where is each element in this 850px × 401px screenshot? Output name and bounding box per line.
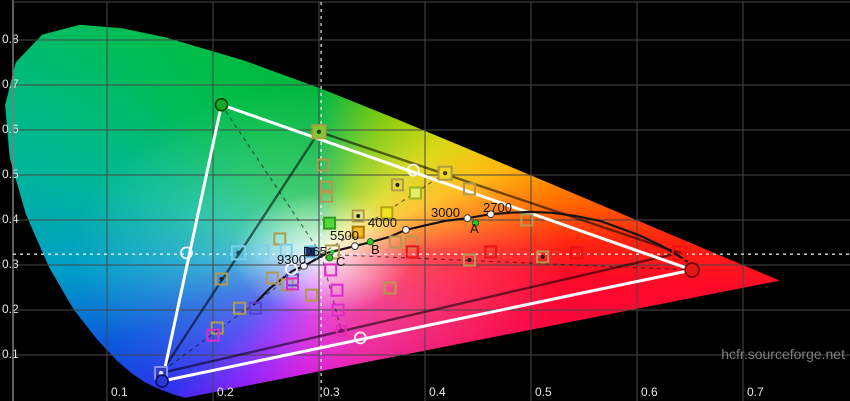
measurement-square bbox=[319, 189, 333, 203]
y-axis-tick-label: 0.5 bbox=[2, 167, 19, 181]
measurement-square-dot bbox=[467, 258, 472, 263]
measured-white-circle bbox=[285, 262, 298, 276]
measurement-square-dot bbox=[356, 213, 361, 218]
temperature-marker-C bbox=[325, 254, 334, 262]
measured-gamut-triangle bbox=[160, 102, 698, 384]
x-axis-tick-label: 0.1 bbox=[111, 385, 128, 399]
measurement-ray bbox=[320, 254, 342, 331]
y-axis-tick-label: 0.3 bbox=[2, 257, 19, 271]
measurement-square bbox=[463, 253, 477, 267]
measurement-square bbox=[331, 303, 345, 317]
measured-green-primary bbox=[214, 98, 229, 112]
measurement-square bbox=[351, 225, 365, 239]
measurement-square-dot bbox=[540, 254, 545, 259]
x-axis-tick-label: 0.6 bbox=[641, 385, 658, 399]
x-axis-tick-label: 0.7 bbox=[747, 385, 764, 399]
measurement-square bbox=[404, 235, 418, 249]
temperature-label-2700: 2700 bbox=[483, 200, 512, 215]
measured-magenta-circle bbox=[353, 331, 367, 345]
watermark-text: hcfr.sourceforge.net bbox=[721, 346, 845, 362]
measurement-square bbox=[233, 301, 246, 315]
measurement-square bbox=[304, 245, 318, 259]
measurement-square bbox=[305, 288, 319, 302]
temperature-marker-3000 bbox=[463, 214, 472, 223]
y-axis-tick-label: 0.8 bbox=[2, 32, 19, 46]
measurement-square bbox=[265, 271, 279, 285]
temperature-label-5500: 5500 bbox=[330, 228, 359, 243]
measurement-square bbox=[248, 301, 262, 315]
temperature-label-B: B bbox=[371, 242, 380, 257]
measurement-square bbox=[256, 244, 270, 258]
y-axis-tick-label: 0.7 bbox=[2, 77, 19, 91]
temperature-marker-A bbox=[471, 219, 480, 227]
reference-point-dot bbox=[316, 129, 322, 134]
temperature-marker-9300 bbox=[300, 262, 308, 270]
reference-point-dot bbox=[236, 250, 241, 256]
reference-point-cyan bbox=[230, 245, 246, 261]
temperature-label-9300: 9300 bbox=[277, 252, 306, 267]
temperature-label-A: A bbox=[470, 221, 479, 236]
reference-point-dot bbox=[339, 328, 344, 333]
reference-point-dot bbox=[330, 249, 335, 255]
temperature-marker-B bbox=[366, 238, 375, 246]
measurement-square bbox=[405, 245, 419, 259]
y-axis-tick-label: 0.4 bbox=[2, 212, 19, 226]
reference-point-dot bbox=[442, 171, 448, 176]
temperature-label-3000: 3000 bbox=[431, 205, 460, 220]
measurement-square bbox=[279, 243, 293, 257]
measurement-square bbox=[390, 178, 404, 192]
measurement-square-dot bbox=[219, 276, 224, 281]
temperature-marker-5500 bbox=[351, 242, 359, 251]
temperature-marker-4000 bbox=[402, 226, 410, 234]
reference-point-red bbox=[671, 245, 687, 261]
measurement-square bbox=[570, 246, 584, 260]
measurement-square bbox=[380, 206, 394, 220]
reference-point-dot bbox=[158, 370, 164, 376]
measurement-square bbox=[330, 283, 344, 297]
temperature-marker-2700 bbox=[486, 210, 495, 219]
x-axis-tick-label: 0.4 bbox=[429, 385, 446, 399]
x-axis-tick-label: 0.5 bbox=[535, 385, 552, 399]
measurement-square bbox=[351, 209, 365, 223]
measurement-square bbox=[273, 232, 287, 246]
y-axis-tick-label: 0.2 bbox=[2, 302, 19, 316]
measurement-square bbox=[388, 235, 402, 249]
y-axis-tick-label: 0.1 bbox=[2, 347, 19, 361]
measurement-square bbox=[206, 328, 220, 342]
measurement-square bbox=[324, 263, 338, 277]
measurement-square bbox=[463, 182, 477, 196]
measurement-square bbox=[536, 250, 550, 264]
measurement-square bbox=[408, 186, 422, 200]
reference-point-dot bbox=[677, 250, 682, 256]
measurement-square bbox=[214, 272, 228, 286]
temperature-label-C: C bbox=[336, 254, 345, 269]
temperature-label-D65: D65 bbox=[303, 244, 327, 259]
measurement-square bbox=[210, 321, 224, 335]
measurement-square bbox=[319, 180, 333, 194]
measurement-square bbox=[484, 245, 498, 259]
measurement-square bbox=[323, 216, 337, 230]
x-axis-tick-label: 0.2 bbox=[217, 385, 234, 399]
measured-blue-primary bbox=[155, 374, 169, 388]
measured-yellow-circle bbox=[406, 163, 420, 177]
x-axis-tick-label: 0.3 bbox=[323, 385, 340, 399]
measurement-ray bbox=[321, 253, 693, 271]
measured-red-primary bbox=[684, 262, 700, 278]
measured-cyan-circle bbox=[180, 246, 193, 260]
measurement-ray bbox=[220, 104, 322, 255]
measurement-square-dot bbox=[395, 182, 400, 187]
measurement-square bbox=[316, 158, 330, 172]
y-axis-tick-label: 0.6 bbox=[2, 122, 19, 136]
measurement-square bbox=[383, 281, 397, 295]
measurement-square bbox=[286, 277, 299, 291]
measurement-square bbox=[520, 213, 534, 227]
reference-point-magenta bbox=[335, 325, 347, 337]
temperature-label-4000: 4000 bbox=[368, 215, 397, 230]
